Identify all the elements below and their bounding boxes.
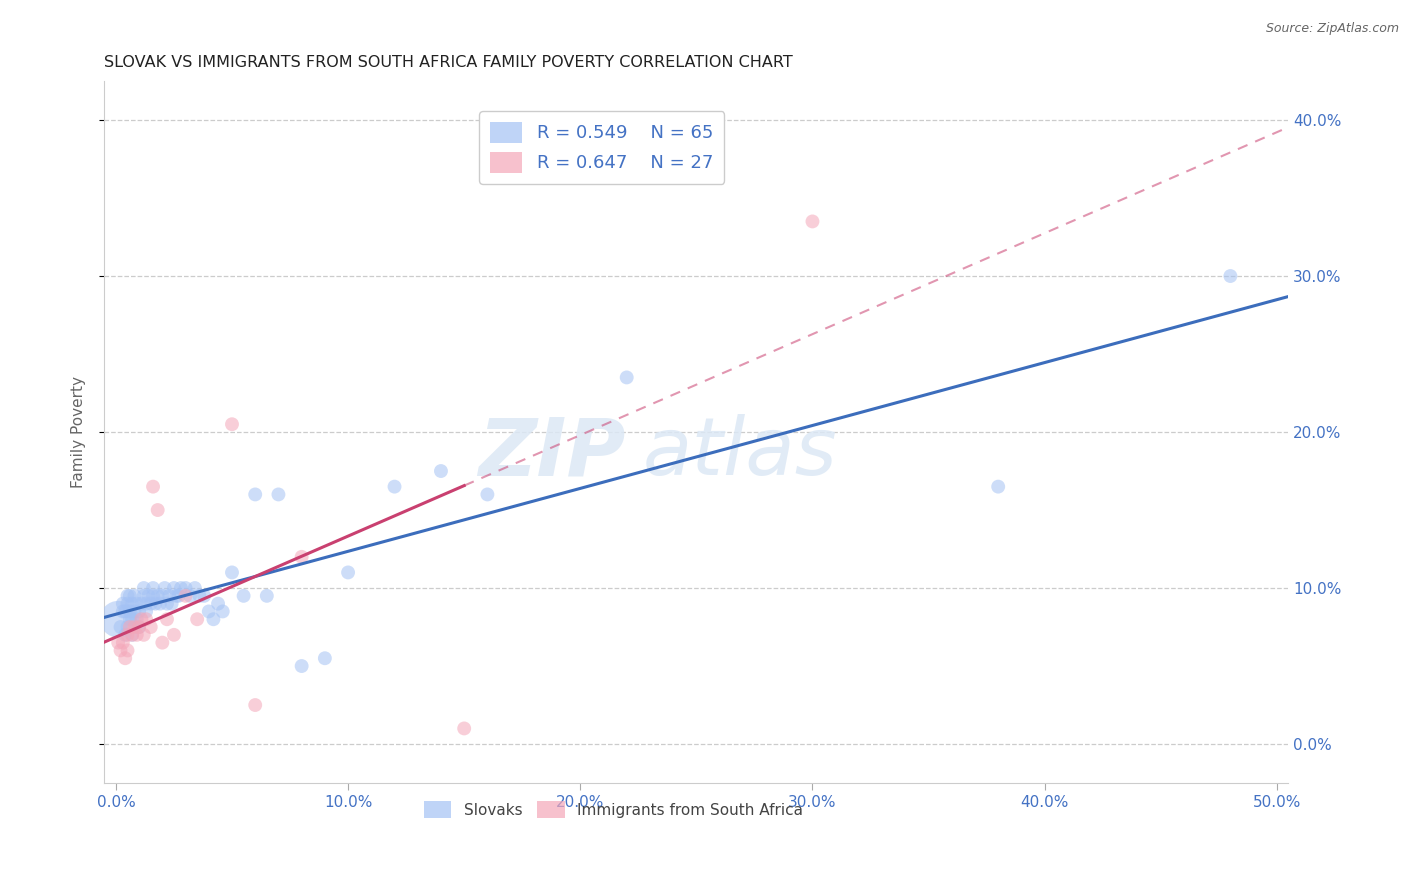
- Point: [125, 612, 148, 626]
- Point: [131, 597, 153, 611]
- Point: [128, 620, 150, 634]
- Point: [107, 612, 129, 626]
- Point: [245, 698, 267, 712]
- Text: atlas: atlas: [643, 414, 838, 492]
- Point: [110, 643, 132, 657]
- Point: [110, 620, 132, 634]
- Point: [135, 604, 157, 618]
- Point: [118, 604, 141, 618]
- Point: [156, 612, 179, 626]
- Point: [245, 487, 267, 501]
- Point: [111, 597, 134, 611]
- Point: [128, 604, 150, 618]
- Point: [150, 635, 173, 649]
- Point: [117, 628, 139, 642]
- Point: [118, 589, 141, 603]
- Point: [267, 487, 290, 501]
- Point: [138, 589, 160, 603]
- Point: [114, 604, 136, 618]
- Point: [135, 612, 157, 626]
- Point: [256, 589, 278, 603]
- Point: [291, 549, 314, 564]
- Text: ZIP: ZIP: [478, 414, 626, 492]
- Point: [207, 597, 229, 611]
- Point: [179, 589, 201, 603]
- Point: [124, 604, 146, 618]
- Point: [132, 628, 155, 642]
- Point: [193, 589, 215, 603]
- Point: [197, 604, 219, 618]
- Point: [291, 659, 314, 673]
- Point: [139, 597, 162, 611]
- Point: [132, 581, 155, 595]
- Point: [139, 620, 162, 634]
- Point: [145, 597, 167, 611]
- Point: [157, 589, 180, 603]
- Point: [135, 597, 157, 611]
- Point: [121, 628, 143, 642]
- Point: [174, 589, 197, 603]
- Point: [167, 589, 190, 603]
- Point: [117, 620, 139, 634]
- Point: [111, 604, 134, 618]
- Point: [801, 214, 824, 228]
- Point: [184, 581, 207, 595]
- Point: [453, 722, 475, 736]
- Point: [124, 589, 146, 603]
- Point: [170, 581, 193, 595]
- Point: [232, 589, 254, 603]
- Point: [121, 628, 143, 642]
- Legend: Slovaks, Immigrants from South Africa: Slovaks, Immigrants from South Africa: [418, 795, 810, 824]
- Point: [221, 417, 243, 432]
- Point: [121, 612, 143, 626]
- Point: [125, 597, 148, 611]
- Point: [142, 589, 165, 603]
- Point: [125, 628, 148, 642]
- Point: [165, 589, 187, 603]
- Point: [160, 597, 183, 611]
- Point: [174, 581, 197, 595]
- Point: [124, 620, 146, 634]
- Point: [121, 597, 143, 611]
- Point: [163, 628, 186, 642]
- Text: SLOVAK VS IMMIGRANTS FROM SOUTH AFRICA FAMILY POVERTY CORRELATION CHART: SLOVAK VS IMMIGRANTS FROM SOUTH AFRICA F…: [104, 55, 793, 70]
- Point: [188, 589, 211, 603]
- Point: [202, 612, 225, 626]
- Point: [114, 651, 136, 665]
- Point: [142, 480, 165, 494]
- Point: [1219, 268, 1241, 283]
- Point: [132, 589, 155, 603]
- Point: [221, 566, 243, 580]
- Point: [314, 651, 336, 665]
- Point: [118, 620, 141, 634]
- Text: Source: ZipAtlas.com: Source: ZipAtlas.com: [1265, 22, 1399, 36]
- Point: [117, 589, 139, 603]
- Point: [146, 503, 169, 517]
- Point: [186, 612, 208, 626]
- Point: [153, 581, 176, 595]
- Point: [150, 589, 173, 603]
- Point: [118, 612, 141, 626]
- Point: [163, 581, 186, 595]
- Point: [987, 480, 1010, 494]
- Point: [114, 628, 136, 642]
- Y-axis label: Family Poverty: Family Poverty: [72, 376, 86, 488]
- Point: [131, 612, 153, 626]
- Point: [211, 604, 233, 618]
- Point: [337, 566, 360, 580]
- Point: [616, 370, 638, 384]
- Point: [149, 597, 172, 611]
- Point: [384, 480, 406, 494]
- Point: [477, 487, 499, 501]
- Point: [117, 597, 139, 611]
- Point: [146, 589, 169, 603]
- Point: [128, 620, 150, 634]
- Point: [430, 464, 453, 478]
- Point: [107, 635, 129, 649]
- Point: [111, 635, 134, 649]
- Point: [117, 643, 139, 657]
- Point: [156, 597, 179, 611]
- Point: [142, 581, 165, 595]
